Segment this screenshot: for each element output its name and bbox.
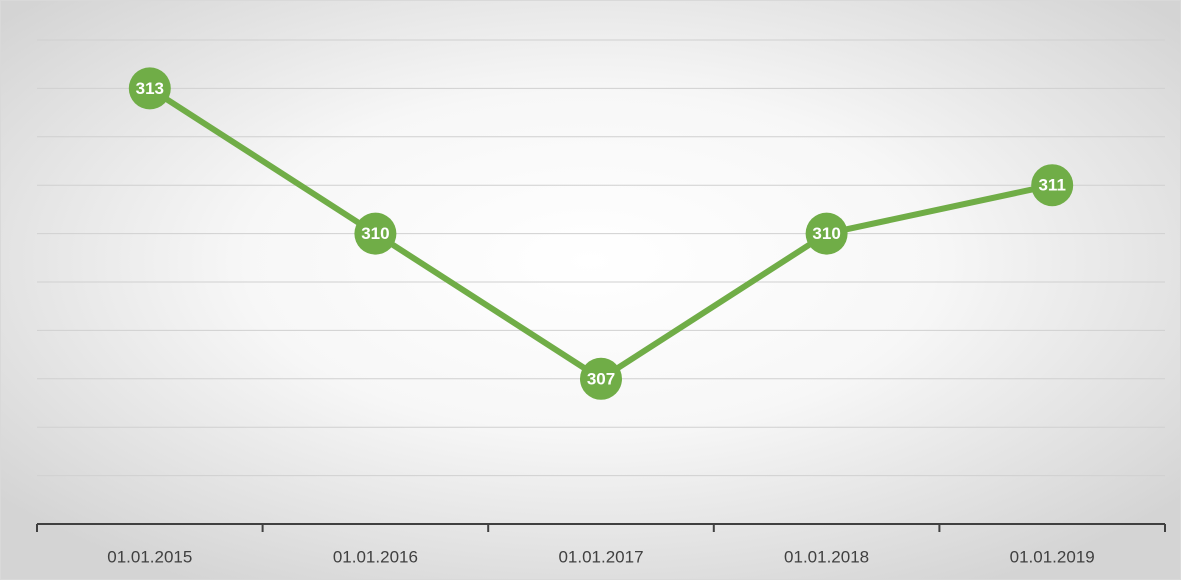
data-label: 313 (136, 79, 164, 98)
data-label: 310 (361, 224, 389, 243)
marker (354, 212, 397, 255)
x-tick-label: 01.01.2017 (558, 547, 643, 566)
x-tick-label: 01.01.2015 (107, 547, 192, 566)
x-tick-label: 01.01.2019 (1010, 547, 1095, 566)
data-label: 310 (812, 224, 840, 243)
marker (805, 212, 848, 255)
data-label: 311 (1038, 176, 1065, 195)
data-label: 307 (587, 369, 615, 388)
marker (128, 67, 171, 110)
x-tick-label: 01.01.2016 (333, 547, 418, 566)
marker (580, 357, 622, 400)
x-tick-label: 01.01.2018 (784, 547, 869, 566)
marker (1031, 164, 1074, 207)
